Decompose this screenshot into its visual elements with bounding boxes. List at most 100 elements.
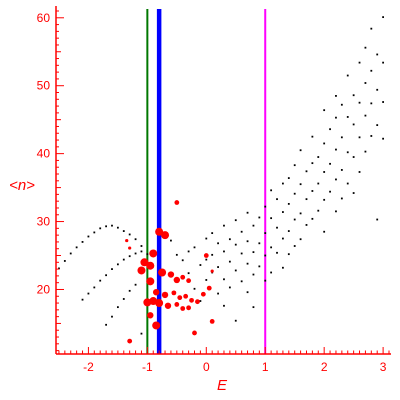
black-point [276, 198, 278, 201]
black-point [134, 238, 137, 241]
black-point [364, 150, 367, 153]
red-point [174, 302, 180, 307]
black-point [370, 27, 373, 30]
black-point [329, 128, 331, 131]
black-point [311, 190, 314, 192]
red-point [171, 290, 177, 296]
reference-lines [146, 9, 267, 354]
black-point [128, 289, 131, 292]
red-point [167, 271, 175, 278]
black-point [358, 101, 361, 104]
red-point [174, 200, 180, 205]
black-point [364, 114, 367, 117]
black-point [358, 136, 361, 139]
black-point [105, 274, 107, 277]
black-point [270, 271, 273, 274]
red-point [203, 253, 209, 258]
red-point [146, 261, 155, 270]
black-point [340, 136, 343, 139]
black-point [352, 123, 355, 126]
black-point [335, 95, 337, 97]
y-tick-label: 50 [37, 79, 51, 93]
y-axis-title: <n> [9, 177, 35, 194]
black-point [282, 266, 284, 269]
black-point [181, 259, 184, 262]
black-point [335, 210, 337, 213]
black-point [234, 219, 237, 222]
black-point [299, 238, 302, 241]
black-point [134, 252, 137, 255]
black-point [323, 171, 326, 173]
black-point [140, 245, 143, 247]
black-point [122, 298, 125, 300]
black-point [223, 224, 225, 227]
red-point [146, 277, 155, 286]
y-tick-label: 40 [37, 147, 51, 161]
black-point [75, 246, 78, 249]
red-point [140, 258, 149, 267]
black-point [287, 253, 290, 256]
black-point [111, 315, 113, 318]
x-tick-label: 2 [321, 360, 328, 374]
black-point [370, 69, 373, 72]
black-point [128, 255, 131, 258]
black-point [134, 283, 137, 286]
black-point [264, 279, 267, 282]
black-point [223, 304, 225, 307]
black-point [99, 227, 102, 230]
black-point [240, 230, 243, 233]
black-point [111, 224, 113, 227]
black-point [376, 53, 379, 56]
black-point [346, 74, 349, 77]
black-point [252, 224, 255, 227]
black-point [329, 162, 331, 165]
red-point [143, 298, 152, 307]
black-point [299, 149, 302, 152]
red-point [152, 321, 161, 330]
black-point [111, 268, 113, 270]
black-point [258, 216, 261, 219]
black-point [329, 190, 331, 193]
black-point [382, 16, 385, 19]
black-point [376, 124, 379, 127]
x-tick-label: 1 [262, 360, 269, 374]
red-point [155, 299, 164, 308]
black-point [323, 109, 326, 112]
black-point [211, 253, 214, 256]
black-point [299, 183, 302, 186]
black-point [240, 280, 243, 283]
black-point [128, 233, 131, 236]
black-point [93, 231, 96, 234]
x-axis-title: E [217, 377, 228, 394]
y-tick-label: 30 [37, 215, 51, 229]
black-point [287, 177, 290, 179]
red-point [128, 246, 132, 250]
black-point [187, 250, 190, 253]
black-point [223, 250, 225, 253]
red-point [161, 231, 170, 240]
red-point [147, 312, 154, 319]
y-tick-label: 20 [37, 282, 51, 296]
black-point [258, 265, 261, 268]
black-point [264, 232, 267, 235]
black-point [217, 292, 219, 295]
red-point [127, 338, 133, 344]
black-point [87, 292, 90, 295]
black-point [187, 272, 190, 275]
black-point [199, 264, 202, 266]
black-point [264, 254, 267, 257]
black-point [364, 82, 367, 84]
red-point [209, 318, 215, 324]
black-point [234, 243, 237, 246]
black-point [352, 94, 355, 97]
black-point [122, 258, 125, 261]
black-point [252, 273, 255, 276]
black-point [358, 61, 361, 64]
black-point [376, 88, 379, 91]
red-point [164, 302, 172, 309]
black-point [252, 251, 255, 254]
black-point [122, 230, 125, 232]
black-point [276, 226, 278, 229]
red-point [192, 330, 197, 336]
